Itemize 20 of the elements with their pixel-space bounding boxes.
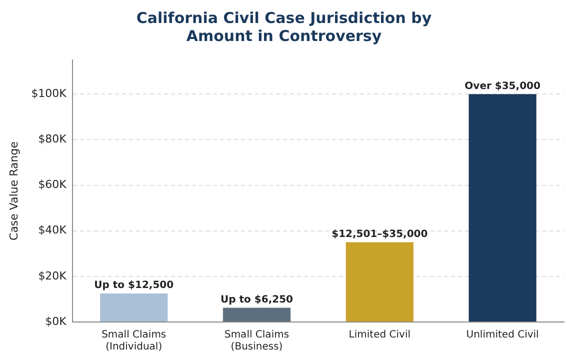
data-label: Up to $6,250 [220, 294, 294, 306]
data-label: $12,501–$35,000 [332, 228, 428, 240]
y-tick-label: $100K [31, 87, 68, 100]
data-label: Up to $12,500 [94, 280, 174, 292]
x-tick-label: Small Claims (Individual) [102, 330, 166, 353]
x-tick-label: Unlimited Civil [466, 330, 539, 341]
y-tick-label: $80K [38, 132, 68, 146]
chart-title: California Civil Case Jurisdiction by Amount in Controversy [136, 8, 432, 45]
x-tick-label: Small Claims (Business) [224, 330, 290, 353]
y-axis-title: Case Value Range [7, 141, 20, 240]
bar [468, 94, 536, 322]
bar [222, 308, 291, 322]
data-label: Over $35,000 [464, 80, 540, 92]
bar [100, 294, 168, 322]
bar [346, 242, 414, 322]
y-tick-label: $20K [38, 269, 68, 282]
x-tick-label: Limited Civil [348, 330, 411, 341]
y-tick-label: $40K [38, 224, 68, 237]
y-tick-label: $60K [38, 178, 68, 192]
y-tick-label: $0K [45, 314, 68, 328]
